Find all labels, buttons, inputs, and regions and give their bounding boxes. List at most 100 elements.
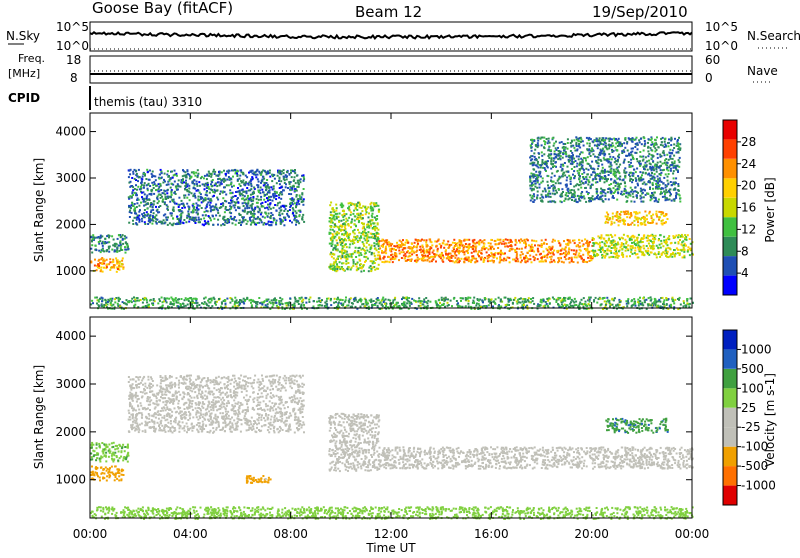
data-cell (263, 184, 265, 186)
data-cell (391, 258, 393, 260)
data-cell (682, 249, 684, 251)
data-cell (546, 243, 548, 245)
data-cell (244, 184, 246, 186)
data-cell (262, 216, 264, 218)
data-cell (625, 172, 627, 174)
data-cell (234, 169, 236, 171)
data-cell (375, 258, 377, 260)
data-cell (637, 219, 639, 221)
data-cell (568, 175, 570, 177)
data-cell (570, 177, 572, 179)
data-cell (643, 189, 645, 191)
data-cell (637, 160, 639, 162)
data-cell (385, 248, 387, 250)
data-cell (608, 153, 610, 155)
data-cell (603, 251, 605, 253)
data-cell (466, 239, 468, 241)
data-cell (354, 215, 356, 217)
data-cell (493, 248, 495, 250)
data-cell (559, 152, 561, 154)
data-cell (192, 195, 194, 197)
data-cell (151, 193, 153, 195)
data-cell (163, 214, 165, 216)
data-cell (373, 242, 375, 244)
data-cell (351, 218, 353, 220)
data-cell (231, 186, 233, 188)
data-cell (473, 239, 475, 241)
data-cell (543, 261, 545, 263)
data-cell (173, 223, 175, 225)
data-cell (626, 216, 628, 218)
data-cell (332, 243, 334, 245)
data-cell (570, 183, 572, 185)
data-cell (158, 190, 160, 192)
data-cell (574, 200, 576, 202)
data-cell (171, 212, 173, 214)
data-cell (162, 201, 164, 203)
data-cell (342, 216, 344, 218)
data-cell (541, 256, 543, 258)
data-cell (654, 238, 656, 240)
data-cell (550, 160, 552, 162)
data-cell (543, 153, 545, 155)
data-cell (151, 176, 153, 178)
data-cell (216, 197, 218, 199)
data-cell (187, 205, 189, 207)
data-cell (222, 197, 224, 199)
data-cell (650, 147, 652, 149)
data-cell (580, 250, 582, 252)
data-cell (610, 171, 612, 173)
data-cell (536, 178, 538, 180)
data-cell (295, 196, 297, 198)
data-cell (247, 202, 249, 204)
data-cell (683, 244, 685, 246)
data-cell (548, 138, 550, 140)
data-cell (277, 202, 279, 204)
data-cell (377, 254, 379, 256)
data-cell (388, 241, 390, 243)
data-cell (457, 247, 459, 249)
data-cell (134, 203, 136, 205)
data-cell (662, 152, 664, 154)
data-cell (332, 268, 334, 270)
data-cell (296, 190, 298, 192)
data-cell (229, 212, 231, 214)
data-cell (664, 197, 666, 199)
data-cell (347, 254, 349, 256)
data-cell (188, 174, 190, 176)
data-cell (643, 217, 645, 219)
data-cell (552, 239, 554, 241)
data-cell (181, 203, 183, 205)
data-cell (257, 206, 259, 208)
data-cell (378, 251, 380, 253)
data-cell (359, 239, 361, 241)
data-cell (671, 200, 673, 202)
data-cell (639, 160, 641, 162)
data-cell (593, 254, 595, 256)
data-cell (130, 181, 132, 183)
data-cell (155, 214, 157, 216)
data-cell (285, 208, 287, 210)
data-cell (203, 217, 205, 219)
data-cell (336, 234, 338, 236)
data-cell (95, 245, 97, 247)
data-cell (668, 138, 670, 140)
data-cell (582, 254, 584, 256)
data-cell (285, 176, 287, 178)
data-cell (576, 256, 578, 258)
data-cell (405, 255, 407, 257)
data-cell (432, 258, 434, 260)
data-cell (370, 225, 372, 227)
data-cell (673, 155, 675, 157)
data-cell (569, 262, 571, 264)
data-cell (108, 236, 110, 238)
data-cell (345, 213, 347, 215)
data-cell (577, 262, 579, 264)
data-cell (132, 223, 134, 225)
data-cell (648, 160, 650, 162)
data-cell (191, 181, 193, 183)
data-cell (160, 221, 162, 223)
data-cell (659, 256, 661, 258)
data-cell (239, 190, 241, 192)
data-cell (178, 179, 180, 181)
